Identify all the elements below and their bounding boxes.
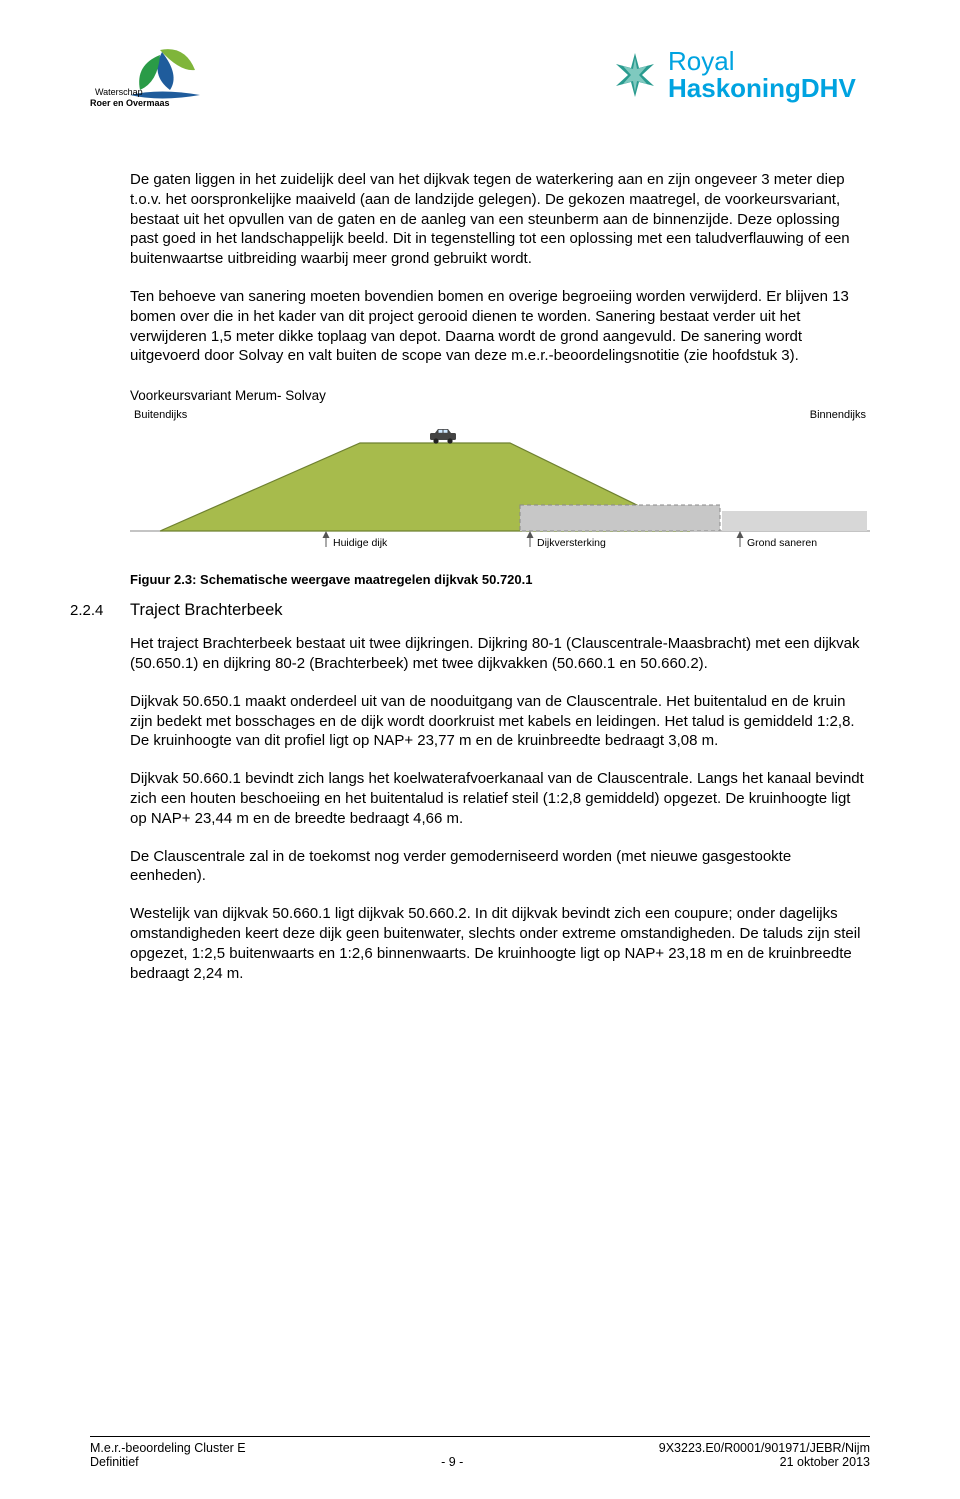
paragraph-7: Westelijk van dijkvak 50.660.1 ligt dijk… bbox=[130, 904, 870, 983]
section-title: Traject Brachterbeek bbox=[130, 601, 283, 620]
footer-right: 9X3223.E0/R0001/901971/JEBR/Nijm 21 okto… bbox=[659, 1441, 870, 1469]
diagram-label-binnendijks: Binnendijks bbox=[810, 409, 866, 421]
diagram-title: Voorkeursvariant Merum- Solvay bbox=[130, 388, 870, 403]
logo-waterschap: Waterschap Roer en Overmaas bbox=[90, 40, 220, 120]
paragraph-4: Dijkvak 50.650.1 maakt onderdeel uit van… bbox=[130, 692, 870, 751]
section-number: 2.2.4 bbox=[70, 602, 130, 619]
diagram-svg-holder: Huidige dijk Dijkversterking Grond saneren bbox=[130, 423, 870, 558]
svg-text:Waterschap: Waterschap bbox=[95, 87, 143, 97]
page-header: Waterschap Roer en Overmaas Royal Haskon… bbox=[90, 40, 870, 120]
logo-rhdhv-text: Royal HaskoningDHV bbox=[668, 48, 856, 103]
footer-left-line1: M.e.r.-beoordeling Cluster E bbox=[90, 1441, 246, 1455]
logo-rhdhv: Royal HaskoningDHV bbox=[610, 40, 870, 110]
diagram-svg: Huidige dijk Dijkversterking Grond saneren bbox=[130, 423, 870, 553]
footer-right-line1: 9X3223.E0/R0001/901971/JEBR/Nijm bbox=[659, 1441, 870, 1455]
svg-text:Huidige dijk: Huidige dijk bbox=[333, 537, 388, 549]
diagram-voorkeursvariant: Voorkeursvariant Merum- Solvay Buitendij… bbox=[130, 388, 870, 558]
footer-page-num: - 9 - bbox=[441, 1455, 463, 1469]
page-root: Waterschap Roer en Overmaas Royal Haskon… bbox=[0, 0, 960, 1499]
diagram-side-labels: Buitendijks Binnendijks bbox=[130, 409, 870, 421]
page-footer: M.e.r.-beoordeling Cluster E Definitief … bbox=[90, 1436, 870, 1469]
logo-rhdhv-line1: Royal bbox=[668, 46, 734, 76]
logo-rhdhv-line2: HaskoningDHV bbox=[668, 73, 856, 103]
footer-left-line2: Definitief bbox=[90, 1455, 246, 1469]
logo-rhdhv-star-icon bbox=[610, 50, 660, 100]
paragraph-5: Dijkvak 50.660.1 bevindt zich langs het … bbox=[130, 769, 870, 828]
footer-mid: - 9 - bbox=[441, 1441, 463, 1469]
svg-text:Grond saneren: Grond saneren bbox=[747, 537, 817, 549]
paragraph-3: Het traject Brachterbeek bestaat uit twe… bbox=[130, 634, 870, 674]
diagram-label-buitendijks: Buitendijks bbox=[134, 409, 187, 421]
footer-left: M.e.r.-beoordeling Cluster E Definitief bbox=[90, 1441, 246, 1469]
figure-caption: Figuur 2.3: Schematische weergave maatre… bbox=[130, 572, 870, 587]
section-heading-row: 2.2.4 Traject Brachterbeek bbox=[70, 601, 870, 620]
footer-right-line2: 21 oktober 2013 bbox=[659, 1455, 870, 1469]
logo-waterschap-svg: Waterschap Roer en Overmaas bbox=[90, 40, 220, 120]
paragraph-2: Ten behoeve van sanering moeten bovendie… bbox=[130, 287, 870, 366]
paragraph-6: De Clauscentrale zal in de toekomst nog … bbox=[130, 847, 870, 887]
paragraph-1: De gaten liggen in het zuidelijk deel va… bbox=[130, 170, 870, 269]
svg-text:Roer en Overmaas: Roer en Overmaas bbox=[90, 98, 170, 108]
content-body: De gaten liggen in het zuidelijk deel va… bbox=[90, 170, 870, 983]
svg-text:Dijkversterking: Dijkversterking bbox=[537, 537, 606, 549]
